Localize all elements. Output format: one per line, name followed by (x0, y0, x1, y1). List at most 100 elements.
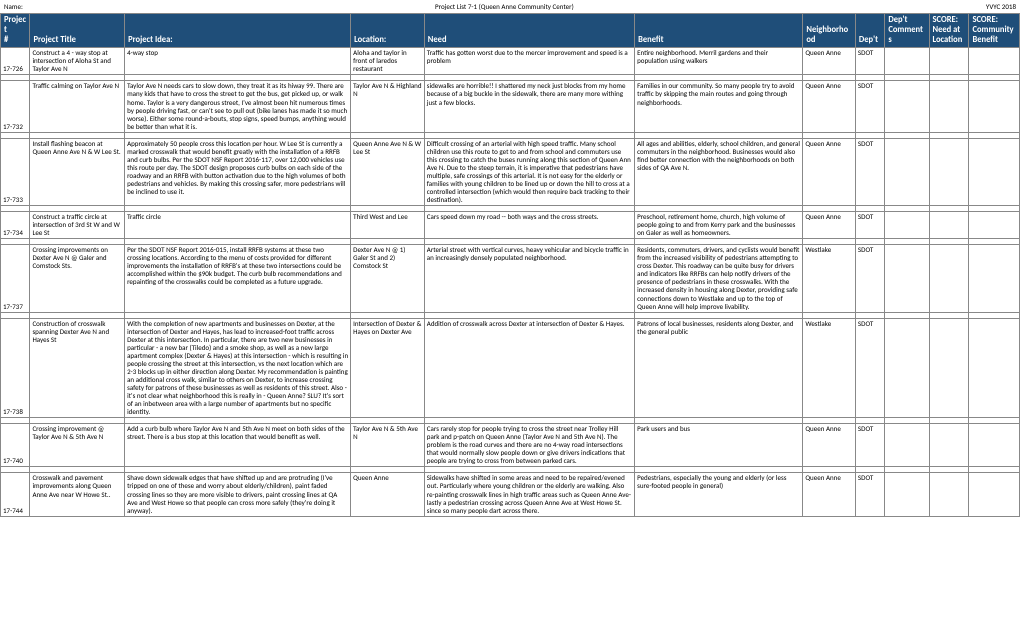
table-cell: Queen Anne (803, 138, 856, 205)
table-cell (929, 48, 969, 75)
table-cell: SDOT (855, 48, 884, 75)
table-cell (885, 424, 929, 467)
table-cell (885, 48, 929, 75)
table-row: 17-732Traffic calming on Taylor Ave NTay… (1, 81, 1020, 132)
table-row: 17-738Construction of crosswalk spanning… (1, 318, 1020, 418)
table-cell: 17-734 (1, 212, 30, 239)
table-row: 17-740Crossing improvement @ Taylor Ave … (1, 424, 1020, 467)
table-cell (969, 48, 1020, 75)
column-header: SCORE:CommunityBenefit (969, 14, 1020, 48)
page-header: Name: Project List 7-1 (Queen Anne Commu… (0, 0, 1020, 13)
table-cell: Taylor Ave N needs cars to slow down, th… (125, 81, 351, 132)
table-cell: SDOT (855, 212, 884, 239)
table-cell (969, 473, 1020, 516)
table-cell: Crossing improvement @ Taylor Ave N & 5t… (30, 424, 125, 467)
table-cell: Shave down sidewalk edges that have shif… (125, 473, 351, 516)
table-cell: SDOT (855, 424, 884, 467)
table-cell (929, 473, 969, 516)
table-cell: Construct a 4 - way stop at intersection… (30, 48, 125, 75)
table-cell: Sidewalks have shifted in some areas and… (424, 473, 634, 516)
table-cell: Add a curb bulb where Taylor Ave N and 5… (125, 424, 351, 467)
table-cell: Queen Anne Ave N & W Lee St (351, 138, 425, 205)
table-cell: Entire neighborhood. Merril gardens and … (635, 48, 803, 75)
table-row: 17-733Install flashing beacon at Queen A… (1, 138, 1020, 205)
table-row: 17-744Crosswalk and pavement improvement… (1, 473, 1020, 516)
table-cell (885, 138, 929, 205)
table-cell: Park users and bus (635, 424, 803, 467)
table-row: 17-737Crossing improvements on Dexter Av… (1, 245, 1020, 312)
table-cell: Patrons of local businesses, residents a… (635, 318, 803, 418)
table-cell: Third West and Lee (351, 212, 425, 239)
table-cell (969, 138, 1020, 205)
column-header: Location: (351, 14, 425, 48)
table-cell: 17-726 (1, 48, 30, 75)
table-cell (929, 245, 969, 312)
project-table: Project#Project TitleProject Idea:Locati… (0, 13, 1020, 517)
table-cell: 17-744 (1, 473, 30, 516)
table-cell: SDOT (855, 138, 884, 205)
table-cell (885, 212, 929, 239)
table-cell: Queen Anne (803, 48, 856, 75)
table-cell: 17-737 (1, 245, 30, 312)
table-cell: Queen Anne (803, 212, 856, 239)
table-cell: SDOT (855, 473, 884, 516)
column-header: Need (424, 14, 634, 48)
table-cell: Preschool, retirement home, church, high… (635, 212, 803, 239)
table-cell: Traffic calming on Taylor Ave N (30, 81, 125, 132)
table-cell (929, 318, 969, 418)
header-left: Name: (4, 2, 23, 11)
table-cell (929, 212, 969, 239)
table-cell: Traffic circle (125, 212, 351, 239)
table-cell: SDOT (855, 81, 884, 132)
table-cell (885, 318, 929, 418)
table-cell (969, 212, 1020, 239)
table-cell (969, 245, 1020, 312)
column-header: Dep'tComments (885, 14, 929, 48)
table-cell (969, 318, 1020, 418)
table-cell: SDOT (855, 245, 884, 312)
table-cell (969, 81, 1020, 132)
table-cell: Traffic has gotten worst due to the merc… (424, 48, 634, 75)
table-row: 17-726Construct a 4 - way stop at inters… (1, 48, 1020, 75)
column-header: Dep't (855, 14, 884, 48)
table-cell: 17-738 (1, 318, 30, 418)
column-header: Project Title (30, 14, 125, 48)
table-cell: All ages and abilities, elderly, school … (635, 138, 803, 205)
table-cell: Queen Anne (803, 81, 856, 132)
table-cell: 17-740 (1, 424, 30, 467)
table-cell: Construct a traffic circle at intersecti… (30, 212, 125, 239)
column-header: Project# (1, 14, 30, 48)
column-header: Neighborhood (803, 14, 856, 48)
header-center: Project List 7-1 (Queen Anne Community C… (435, 2, 574, 11)
table-cell: Taylor Ave N & 5th Ave N (351, 424, 425, 467)
table-row: 17-734Construct a traffic circle at inte… (1, 212, 1020, 239)
table-header: Project#Project TitleProject Idea:Locati… (1, 14, 1020, 48)
table-cell: Per the SDOT NSF Report 2016-015, instal… (125, 245, 351, 312)
table-cell: Addition of crosswalk across Dexter at i… (424, 318, 634, 418)
table-cell: Install flashing beacon at Queen Anne Av… (30, 138, 125, 205)
table-cell: Difficult crossing of an arterial with h… (424, 138, 634, 205)
table-cell: Dexter Ave N @ 1) Galer St and 2) Comsto… (351, 245, 425, 312)
table-cell: Queen Anne (351, 473, 425, 516)
table-cell: Crossing improvements on Dexter Ave N @ … (30, 245, 125, 312)
table-cell: Cars rarely stop for people trying to cr… (424, 424, 634, 467)
table-cell: Queen Anne (803, 473, 856, 516)
table-cell: With the completion of new apartments an… (125, 318, 351, 418)
table-cell: Residents, commuters, drivers, and cycli… (635, 245, 803, 312)
table-cell: Construction of crosswalk spanning Dexte… (30, 318, 125, 418)
table-cell: Westlake (803, 318, 856, 418)
table-cell: Families in our community. So many peopl… (635, 81, 803, 132)
table-cell (929, 424, 969, 467)
table-cell: Taylor Ave N & Highland N (351, 81, 425, 132)
table-cell: Arterial street with vertical curves, he… (424, 245, 634, 312)
table-cell: 17-733 (1, 138, 30, 205)
table-cell (885, 473, 929, 516)
header-right: YVYC 2018 (986, 2, 1016, 11)
table-cell: Approximately 50 people cross this locat… (125, 138, 351, 205)
table-cell: Westlake (803, 245, 856, 312)
table-cell: sidewalks are horrible!! I shattered my … (424, 81, 634, 132)
table-cell (885, 245, 929, 312)
table-cell: 17-732 (1, 81, 30, 132)
table-cell: Crosswalk and pavement improvements alon… (30, 473, 125, 516)
table-cell (885, 81, 929, 132)
